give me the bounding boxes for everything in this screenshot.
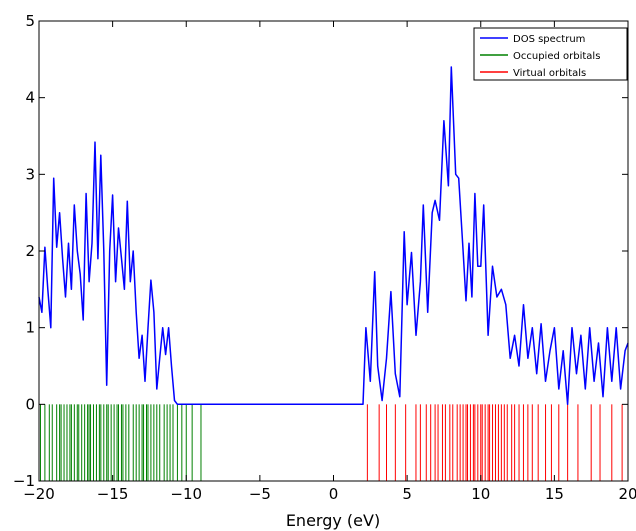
x-tick-label: −15 bbox=[97, 485, 129, 503]
y-tick-label: 5 bbox=[25, 12, 35, 30]
x-tick-label: 15 bbox=[545, 485, 564, 503]
x-tick-label: 10 bbox=[471, 485, 490, 503]
x-tick-label: 20 bbox=[618, 485, 636, 503]
y-tick-label: 1 bbox=[25, 319, 35, 337]
x-tick-label: −5 bbox=[249, 485, 271, 503]
plot-frame bbox=[38, 20, 629, 482]
y-tick-label: 2 bbox=[25, 242, 35, 260]
x-tick-label: 0 bbox=[329, 485, 339, 503]
y-tick-label: −1 bbox=[13, 472, 35, 490]
y-tick-label: 0 bbox=[25, 395, 35, 413]
x-axis-label: Energy (eV) bbox=[286, 511, 380, 530]
plot-area bbox=[38, 66, 629, 481]
x-tick-label: −20 bbox=[23, 485, 55, 503]
legend-label-occupied: Occupied orbitals bbox=[513, 51, 600, 62]
x-tick-label: 5 bbox=[402, 485, 412, 503]
legend: DOS spectrum Occupied orbitals Virtual o… bbox=[473, 27, 628, 81]
y-tick-label: 4 bbox=[25, 89, 35, 107]
legend-label-virtual: Virtual orbitals bbox=[513, 68, 586, 79]
legend-label-dos: DOS spectrum bbox=[513, 34, 585, 45]
x-tick-label: −10 bbox=[170, 485, 202, 503]
y-tick-label: 3 bbox=[25, 165, 35, 183]
dos-spectrum-line bbox=[38, 66, 629, 406]
